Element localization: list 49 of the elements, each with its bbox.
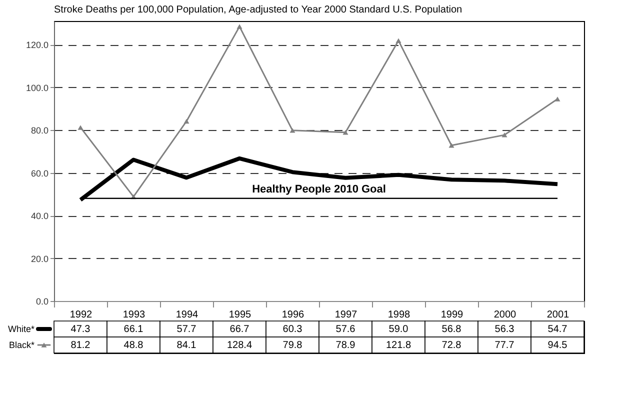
x-tick-label: 1999 <box>440 310 464 320</box>
data-label: 47.3 <box>70 324 91 335</box>
data-label: 81.2 <box>70 340 91 351</box>
y-tick-label: 60.0 <box>30 168 48 178</box>
y-tick-label: 40.0 <box>30 211 48 222</box>
x-tick-label: 1992 <box>70 310 93 320</box>
legend-label: Black* <box>8 340 35 350</box>
data-label: 54.7 <box>548 324 568 335</box>
data-label: 48.8 <box>124 340 144 351</box>
y-tick-label: 20.0 <box>30 254 48 264</box>
data-label: 128.4 <box>226 340 252 351</box>
data-label: 59.0 <box>388 324 409 335</box>
data-label: 57.7 <box>176 324 197 335</box>
data-label: 77.7 <box>494 340 515 351</box>
legend-label: White* <box>8 324 35 334</box>
x-tick-label: 1994 <box>176 310 199 320</box>
x-tick-label: 1995 <box>228 310 252 320</box>
data-label: 78.9 <box>336 340 356 351</box>
y-tick-label: 80.0 <box>30 126 48 136</box>
x-tick-label: 1993 <box>122 310 146 320</box>
data-label: 121.8 <box>386 340 412 351</box>
data-label: 94.5 <box>548 340 568 351</box>
point <box>236 24 242 29</box>
x-tick-label: 1997 <box>334 310 358 320</box>
x-tick-label: 1998 <box>388 310 411 320</box>
x-tick-label: 2001 <box>546 310 570 320</box>
chart-title: Stroke Deaths per 100,000 Population, Age-adjusted to Year 2000 Standard U.S. Population <box>54 4 462 16</box>
point <box>554 96 560 102</box>
data-label: 60.3 <box>282 324 303 335</box>
y-tick-label: 0.0 <box>36 296 48 306</box>
point <box>396 38 402 44</box>
data-label: 84.1 <box>176 340 197 351</box>
data-label: 57.6 <box>336 324 356 335</box>
point <box>184 118 190 124</box>
point <box>290 128 296 133</box>
y-tick-label: 100.0 <box>26 82 48 93</box>
data-label: 66.1 <box>124 324 144 335</box>
point <box>502 132 508 138</box>
data-label: 56.3 <box>494 324 515 335</box>
x-tick-label: 1996 <box>282 310 305 320</box>
data-label: 79.8 <box>282 340 303 351</box>
ref-line-label: Healthy People 2010 Goal <box>252 183 386 196</box>
point <box>78 125 84 130</box>
data-label: 56.8 <box>442 324 462 335</box>
point <box>448 143 454 148</box>
data-label: 66.7 <box>230 324 250 335</box>
y-tick-label: 120.0 <box>26 40 48 50</box>
data-label: 72.8 <box>442 340 462 351</box>
x-tick-label: 2000 <box>494 310 517 320</box>
